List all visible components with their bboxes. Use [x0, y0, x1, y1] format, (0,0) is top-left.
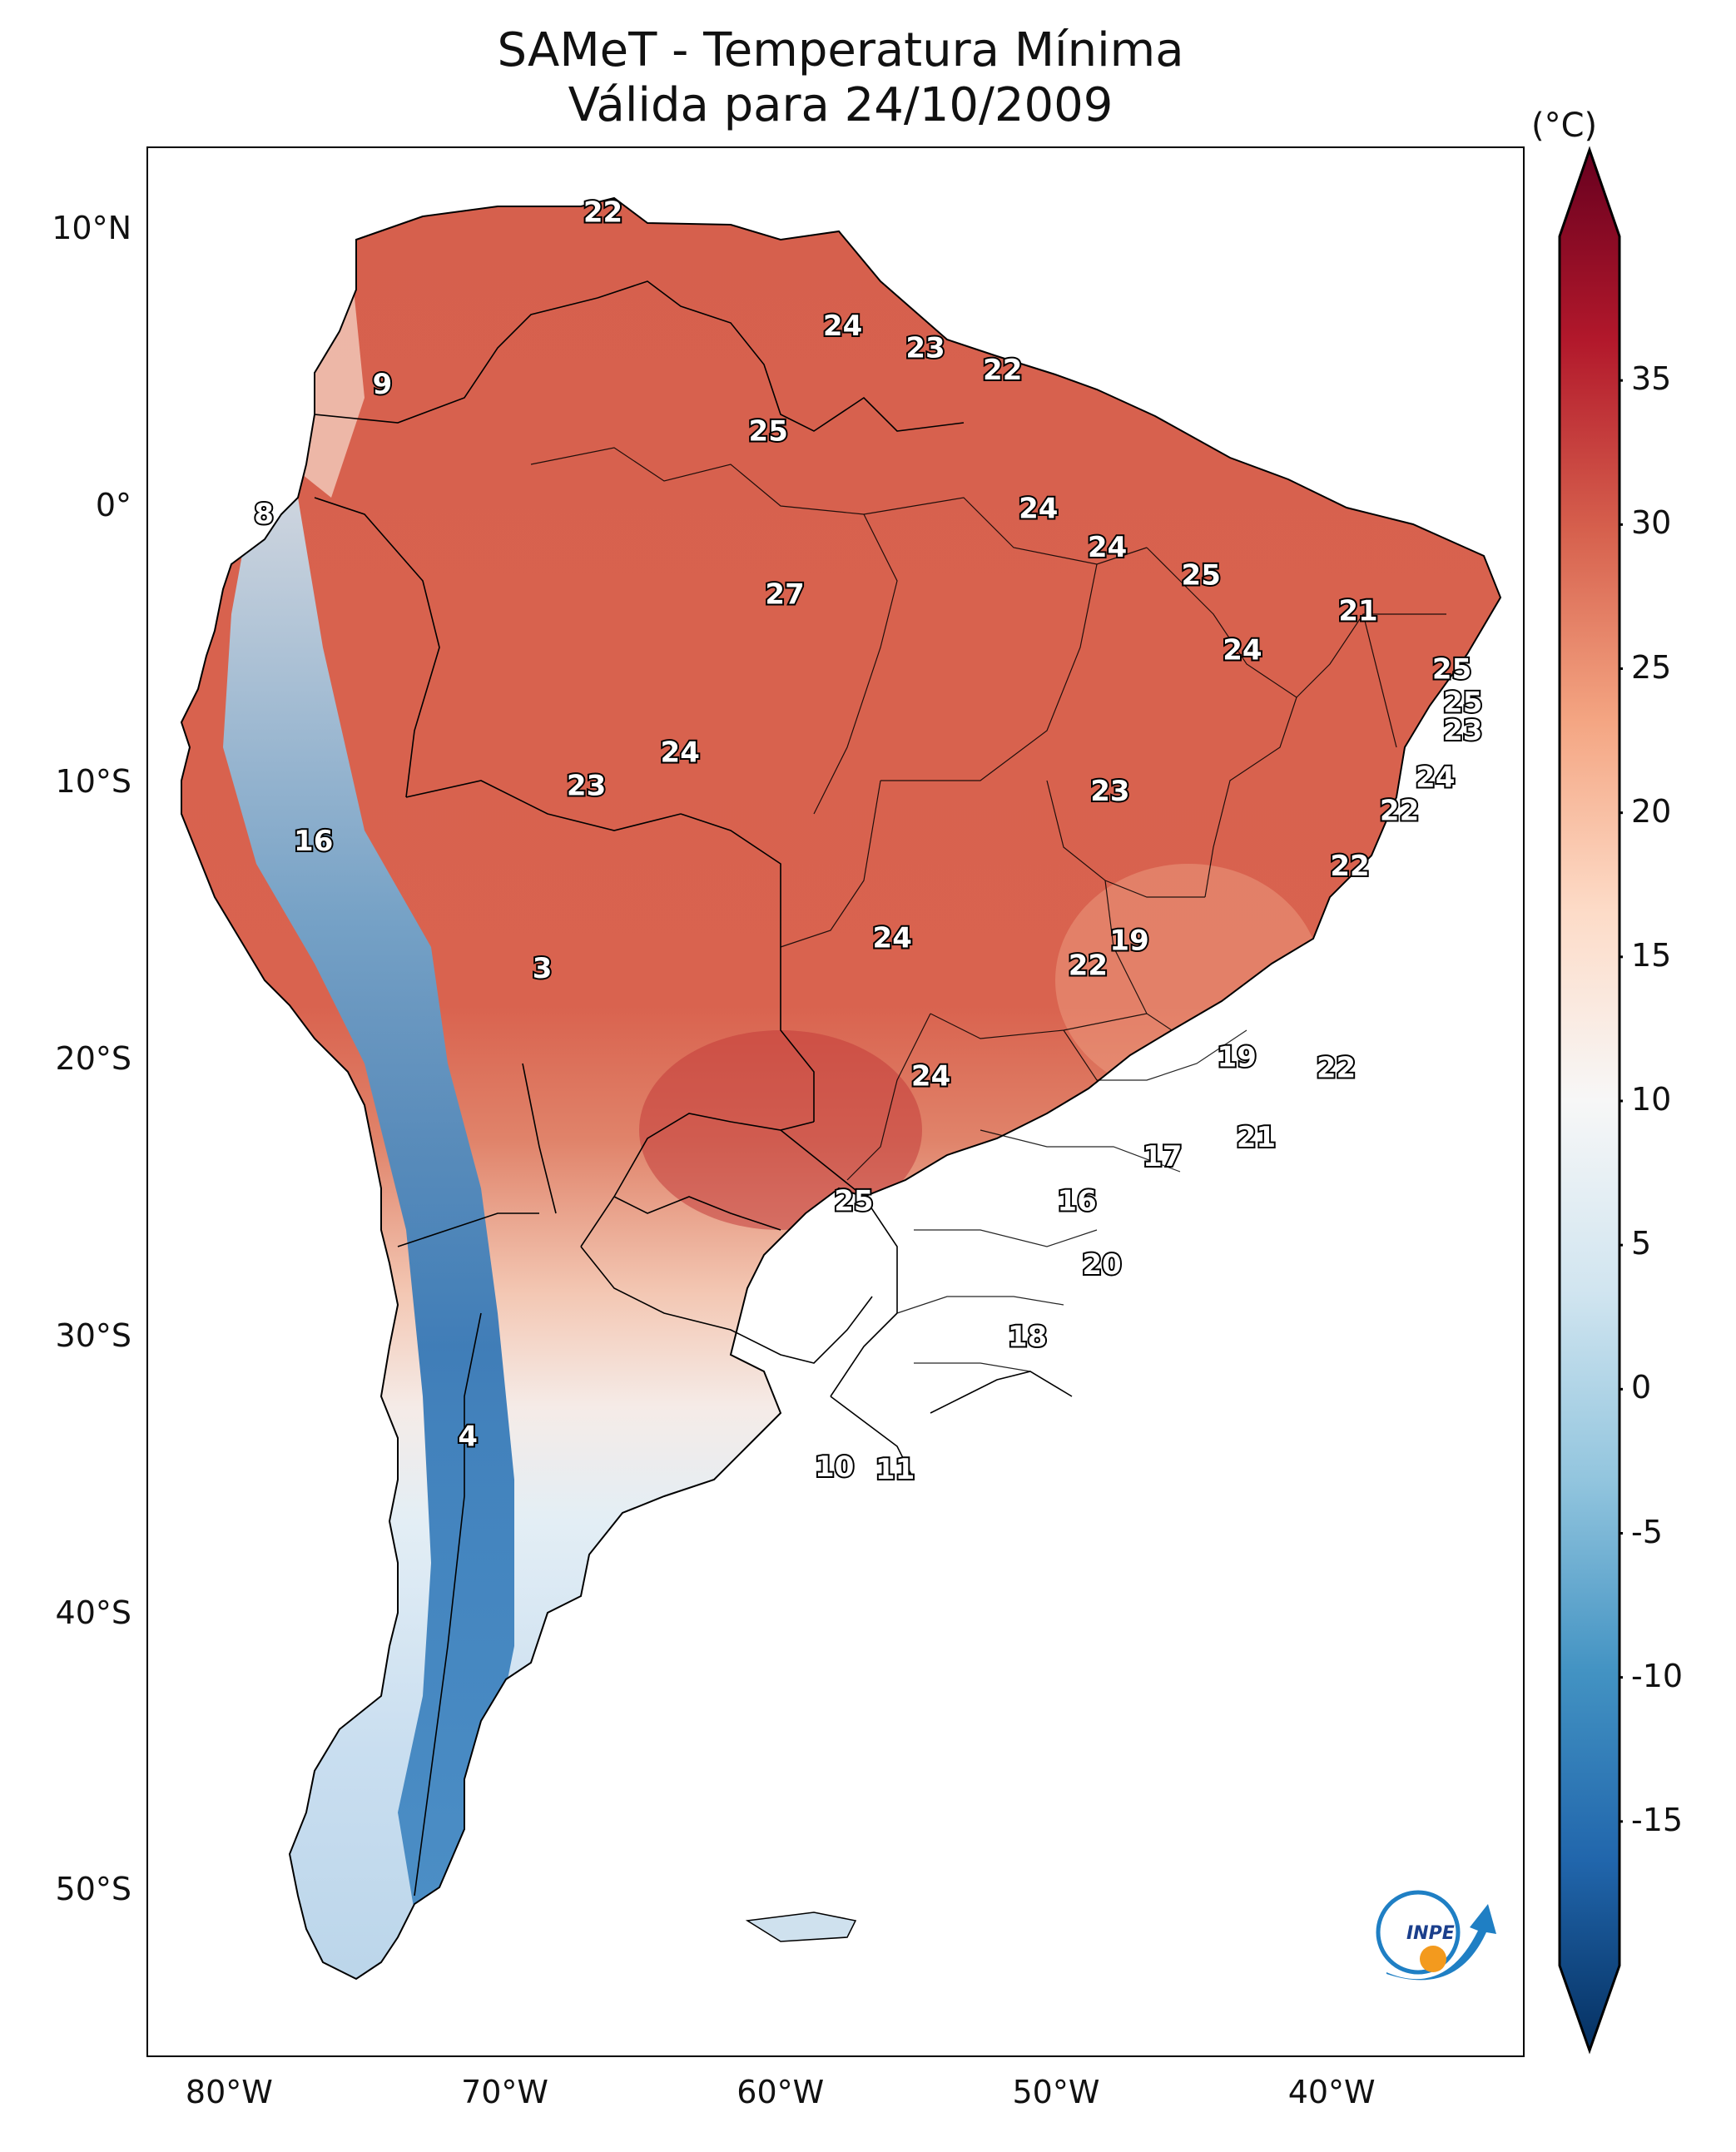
- temperature-label: 21: [1338, 595, 1377, 628]
- colorbar-tick: 30: [1631, 504, 1672, 542]
- colorbar-tick: 15: [1631, 936, 1672, 974]
- lat-tick-30s: 30°S: [55, 1316, 131, 1354]
- lat-tick-20s: 20°S: [55, 1040, 131, 1078]
- temperature-label: 10: [815, 1450, 854, 1484]
- temperature-label: 11: [875, 1453, 915, 1486]
- colorbar-tick: 10: [1631, 1081, 1672, 1118]
- temperature-label: 27: [765, 578, 804, 612]
- temperature-label: 9: [373, 368, 393, 401]
- temperature-label: 22: [983, 354, 1022, 387]
- lat-tick-50s: 50°S: [55, 1871, 131, 1908]
- lon-tick-50w: 50°W: [1012, 2074, 1100, 2110]
- colorbar-tick: 35: [1631, 360, 1672, 398]
- colorbar-tick: 25: [1631, 648, 1672, 686]
- temperature-label: 23: [1443, 714, 1482, 747]
- temperature-label: 17: [1143, 1140, 1182, 1173]
- colorbar: [1558, 146, 1623, 2055]
- temperature-label: 23: [567, 769, 606, 802]
- temperature-label: 22: [1330, 850, 1369, 883]
- temperature-label: 24: [1223, 633, 1262, 667]
- colorbar-tick: -5: [1631, 1513, 1663, 1550]
- temperature-label: 25: [834, 1185, 873, 1218]
- temperature-field: [181, 198, 1500, 1979]
- colorbar-tick: 20: [1631, 792, 1672, 830]
- colorbar-unit: (°C): [1531, 107, 1598, 145]
- logo-text: INPE: [1406, 1923, 1455, 1944]
- temperature-label: 4: [458, 1420, 478, 1453]
- lon-tick-40w: 40°W: [1287, 2074, 1376, 2110]
- falkland-islands: [745, 1912, 857, 1942]
- lat-tick-0: 0°: [95, 486, 131, 523]
- colorbar-tick: 5: [1631, 1225, 1652, 1262]
- colorbar-tick: 0: [1631, 1369, 1652, 1406]
- temperature-label: 3: [533, 952, 553, 985]
- temperature-label: 25: [1443, 687, 1482, 720]
- temperature-label: 22: [1380, 794, 1419, 827]
- lat-tick-10n: 10°N: [52, 209, 131, 246]
- temperature-label: 23: [1090, 775, 1129, 808]
- temperature-label: 25: [749, 414, 788, 448]
- temperature-label: 22: [1317, 1052, 1356, 1085]
- map-title-line1: SAMeT - Temperatura Mínima: [497, 23, 1184, 77]
- lat-tick-40s: 40°S: [55, 1594, 131, 1631]
- colorbar-tick: -15: [1631, 1801, 1684, 1838]
- temperature-label: 24: [823, 310, 862, 343]
- temperature-label: 24: [661, 736, 700, 769]
- temperature-label: 24: [1416, 761, 1455, 794]
- temperature-label: 18: [1008, 1321, 1047, 1354]
- temperature-label: 16: [1057, 1185, 1096, 1218]
- lon-tick-70w: 70°W: [461, 2074, 549, 2110]
- temperature-label: 22: [1069, 950, 1108, 983]
- lon-tick-60w: 60°W: [737, 2074, 825, 2110]
- inpe-logo: INPE: [1376, 1890, 1496, 1981]
- temperature-label: 22: [583, 196, 622, 230]
- temperature-label: 25: [1182, 558, 1221, 592]
- state-borders: [530, 447, 1446, 1372]
- temperature-label: 8: [254, 498, 274, 531]
- temperature-label: 24: [1019, 493, 1058, 526]
- colorbar-tick: -10: [1631, 1657, 1684, 1694]
- temperature-label: 20: [1082, 1248, 1121, 1282]
- temperature-label: 16: [294, 825, 333, 858]
- temperature-label: 21: [1237, 1121, 1276, 1154]
- temperature-label: 25: [1432, 653, 1471, 687]
- lat-tick-10s: 10°S: [55, 763, 131, 801]
- map-title-line2: Válida para 24/10/2009: [568, 78, 1114, 132]
- map-area: 22 24 23 22 9 25 8 24 24 25 27 21 24 25 25 23 24 24 23 23 22…: [146, 146, 1525, 2057]
- temperature-label: 24: [911, 1060, 950, 1093]
- temperature-label: 19: [1218, 1040, 1257, 1074]
- temperature-label: 24: [1088, 531, 1127, 564]
- temperature-label: 23: [905, 332, 945, 365]
- temperature-label: 19: [1109, 925, 1148, 958]
- temperature-label: 24: [873, 921, 912, 955]
- lon-tick-80w: 80°W: [185, 2074, 273, 2110]
